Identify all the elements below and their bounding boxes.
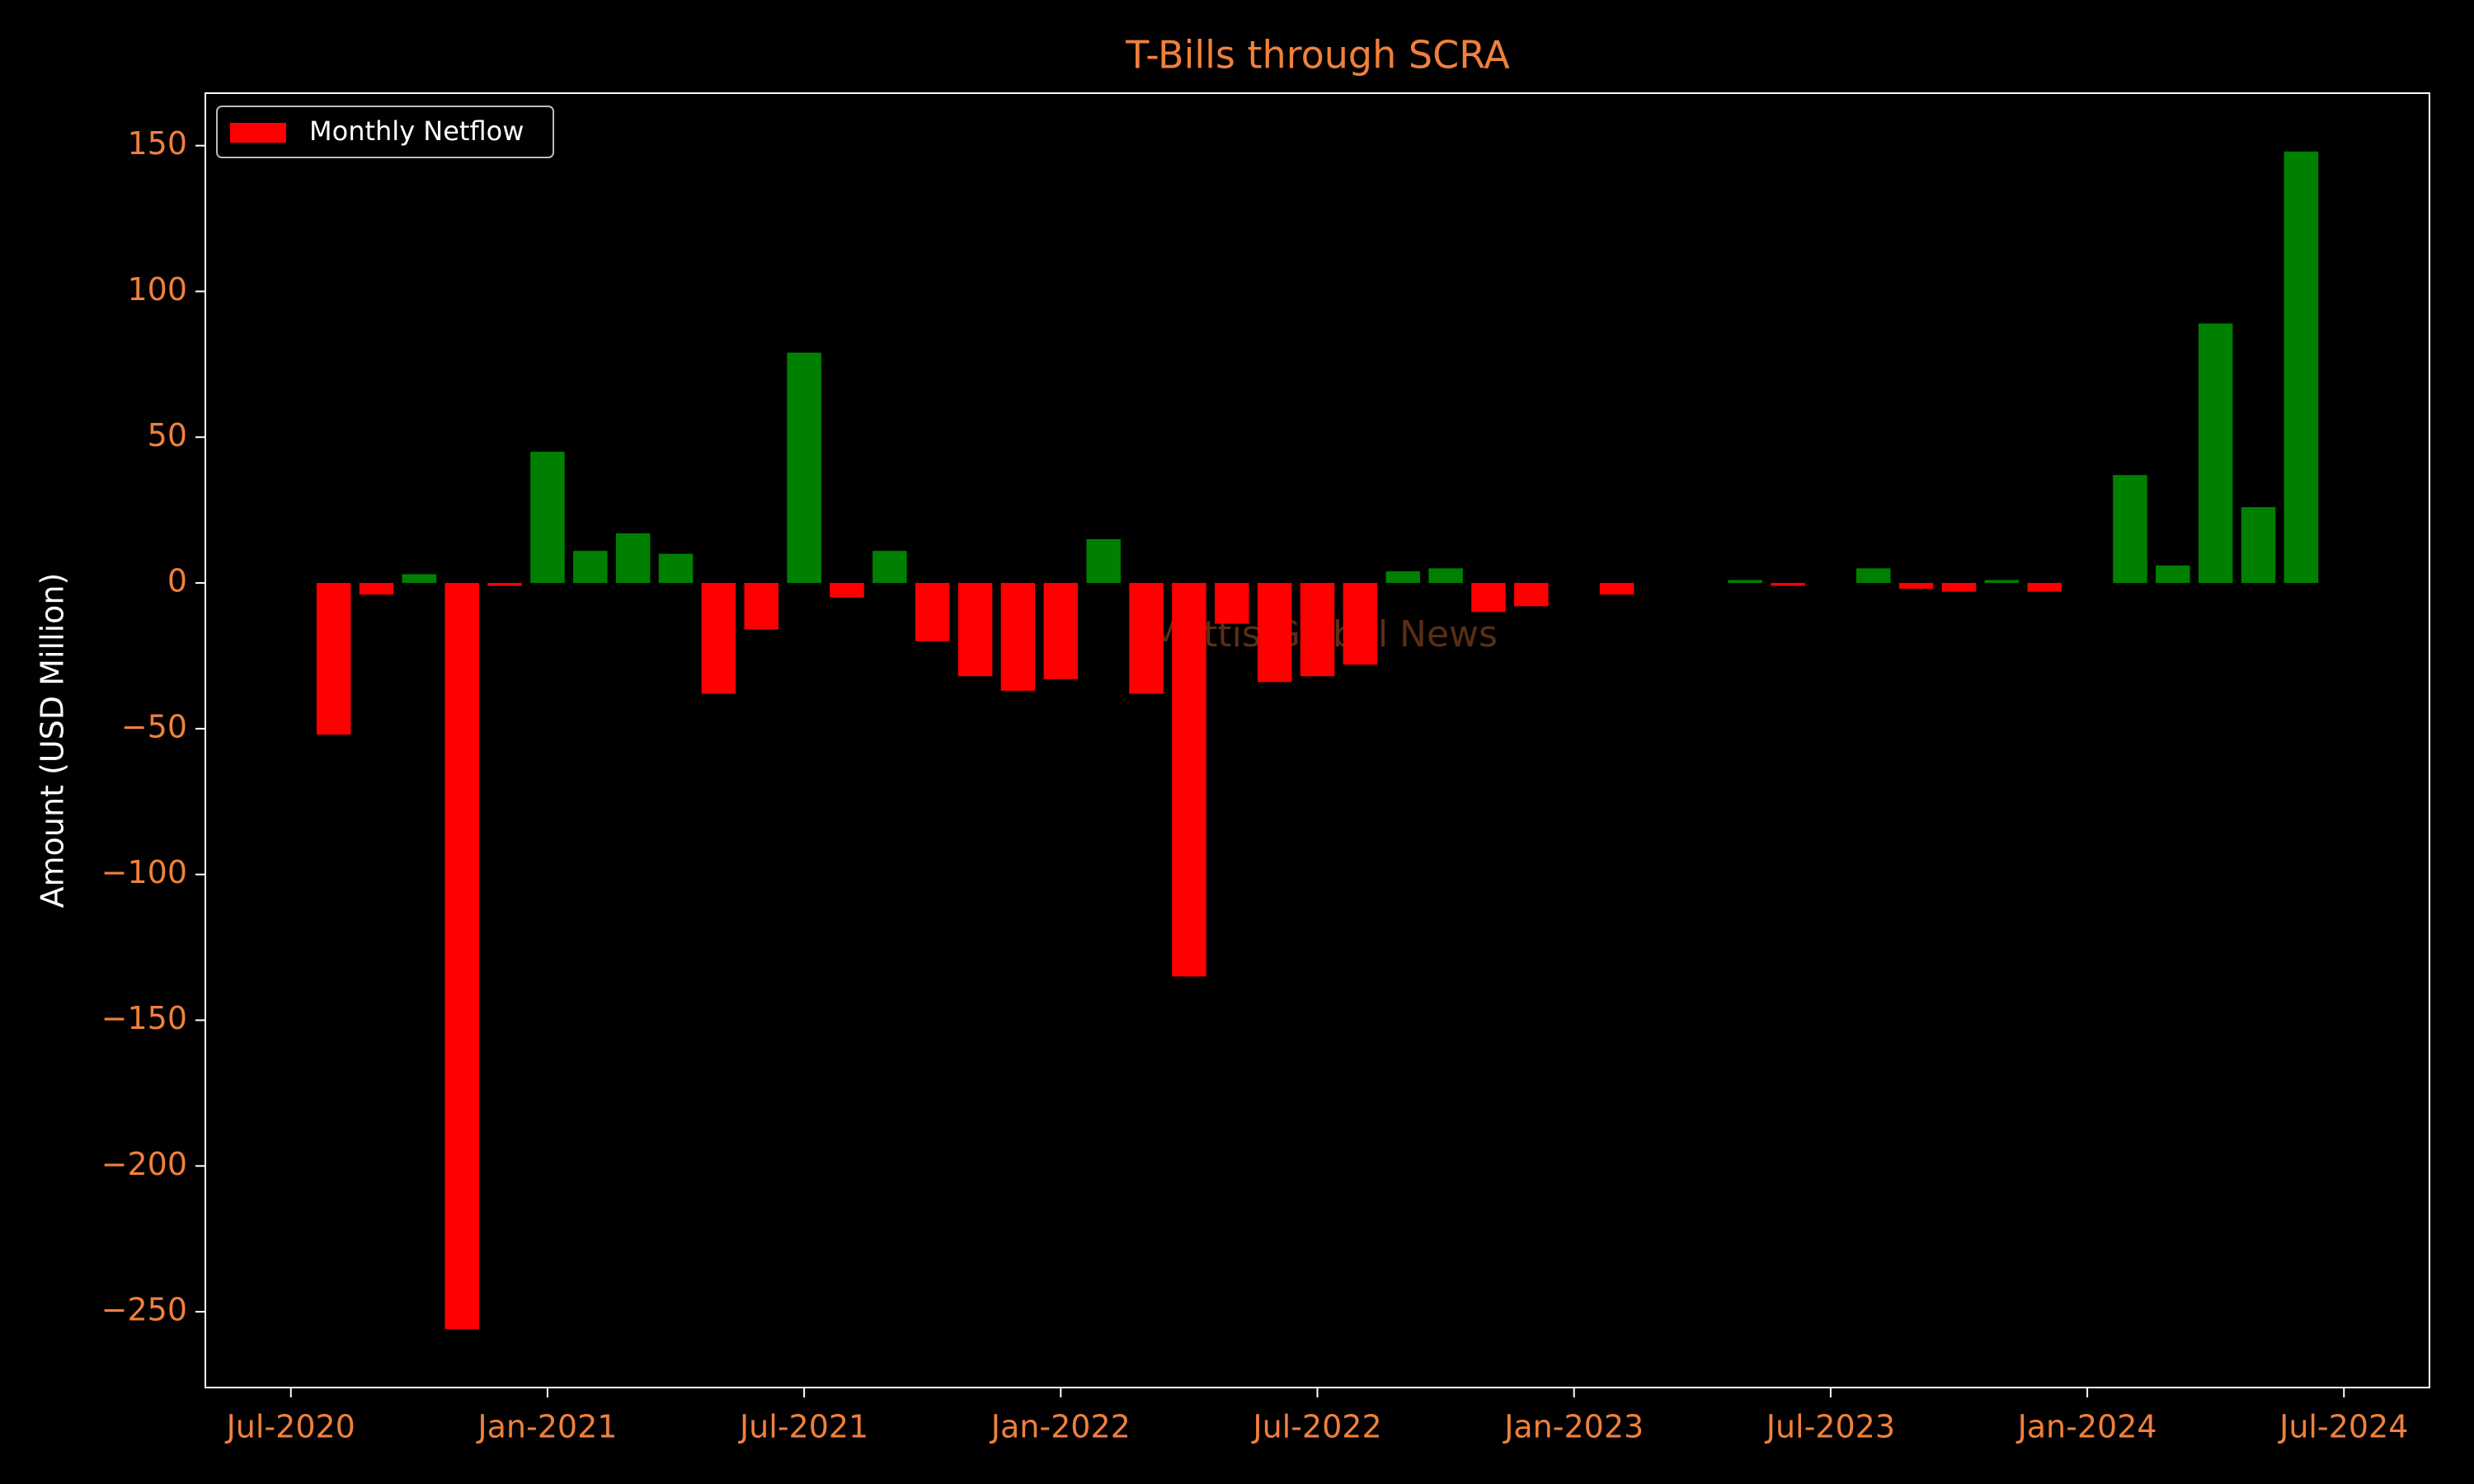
y-tick-label: −100 xyxy=(101,854,187,890)
bar xyxy=(1771,583,1805,586)
bar xyxy=(1471,583,1506,613)
x-tick-label: Jul-2023 xyxy=(1765,1409,1895,1445)
x-tick-label: Jan-2023 xyxy=(1503,1409,1644,1445)
bar xyxy=(1129,583,1164,694)
legend-label: Monthly Netflow xyxy=(309,115,524,147)
bar xyxy=(830,583,864,598)
x-tick-label: Jan-2021 xyxy=(476,1409,617,1445)
bar xyxy=(1984,580,2020,584)
y-tick-label: 0 xyxy=(167,563,187,599)
x-tick-label: Jul-2024 xyxy=(2278,1409,2408,1445)
x-tick-label: Jan-2022 xyxy=(990,1409,1131,1445)
bar xyxy=(915,583,950,641)
x-tick-label: Jul-2021 xyxy=(738,1409,868,1445)
bar xyxy=(2198,323,2233,584)
y-axis-label: Amount (USD Million) xyxy=(35,573,71,909)
x-tick-label: Jan-2024 xyxy=(2016,1409,2157,1445)
bar xyxy=(1043,583,1079,679)
bar xyxy=(444,583,479,1330)
bar xyxy=(787,352,821,584)
bar xyxy=(1385,571,1420,584)
bar xyxy=(530,451,565,584)
y-tick-label: −200 xyxy=(101,1146,187,1182)
bar xyxy=(1172,583,1206,977)
chart-title: T-Bills through SCRA xyxy=(1125,33,1510,77)
plot-frame xyxy=(205,92,2430,1388)
bar xyxy=(487,583,522,586)
bar xyxy=(1856,568,1891,584)
bar xyxy=(1343,583,1378,665)
x-tick-label: Jul-2020 xyxy=(225,1409,355,1445)
bar xyxy=(1428,568,1463,584)
bar xyxy=(316,583,351,735)
bar xyxy=(1215,583,1249,624)
bar xyxy=(2284,151,2319,584)
bar xyxy=(1300,583,1335,677)
bar xyxy=(872,551,907,584)
bar xyxy=(1514,583,1549,607)
bar xyxy=(359,583,394,595)
bar xyxy=(573,551,608,584)
bar xyxy=(1257,583,1292,683)
bar xyxy=(1599,583,1634,595)
bar xyxy=(957,583,993,677)
y-tick-label: −250 xyxy=(101,1292,187,1328)
bar xyxy=(2156,565,2190,584)
bar xyxy=(658,553,694,584)
y-tick-label: 150 xyxy=(127,125,187,162)
legend-box xyxy=(216,106,554,158)
bar xyxy=(1941,583,1977,592)
bar xyxy=(1086,539,1121,584)
bar xyxy=(2027,583,2062,592)
bar xyxy=(2241,507,2276,584)
bar xyxy=(1728,580,1762,584)
bar xyxy=(701,583,736,694)
bar xyxy=(1000,583,1036,691)
y-tick-label: −150 xyxy=(101,1000,187,1036)
bar xyxy=(615,533,651,584)
bar xyxy=(2113,475,2147,584)
bar xyxy=(1898,583,1934,589)
y-tick-label: 50 xyxy=(148,417,187,453)
x-tick-label: Jul-2022 xyxy=(1251,1409,1381,1445)
bar xyxy=(744,583,778,630)
y-tick-label: 100 xyxy=(127,271,187,308)
bar xyxy=(402,574,437,584)
legend-swatch xyxy=(230,123,286,143)
y-tick-label: −50 xyxy=(121,708,187,744)
